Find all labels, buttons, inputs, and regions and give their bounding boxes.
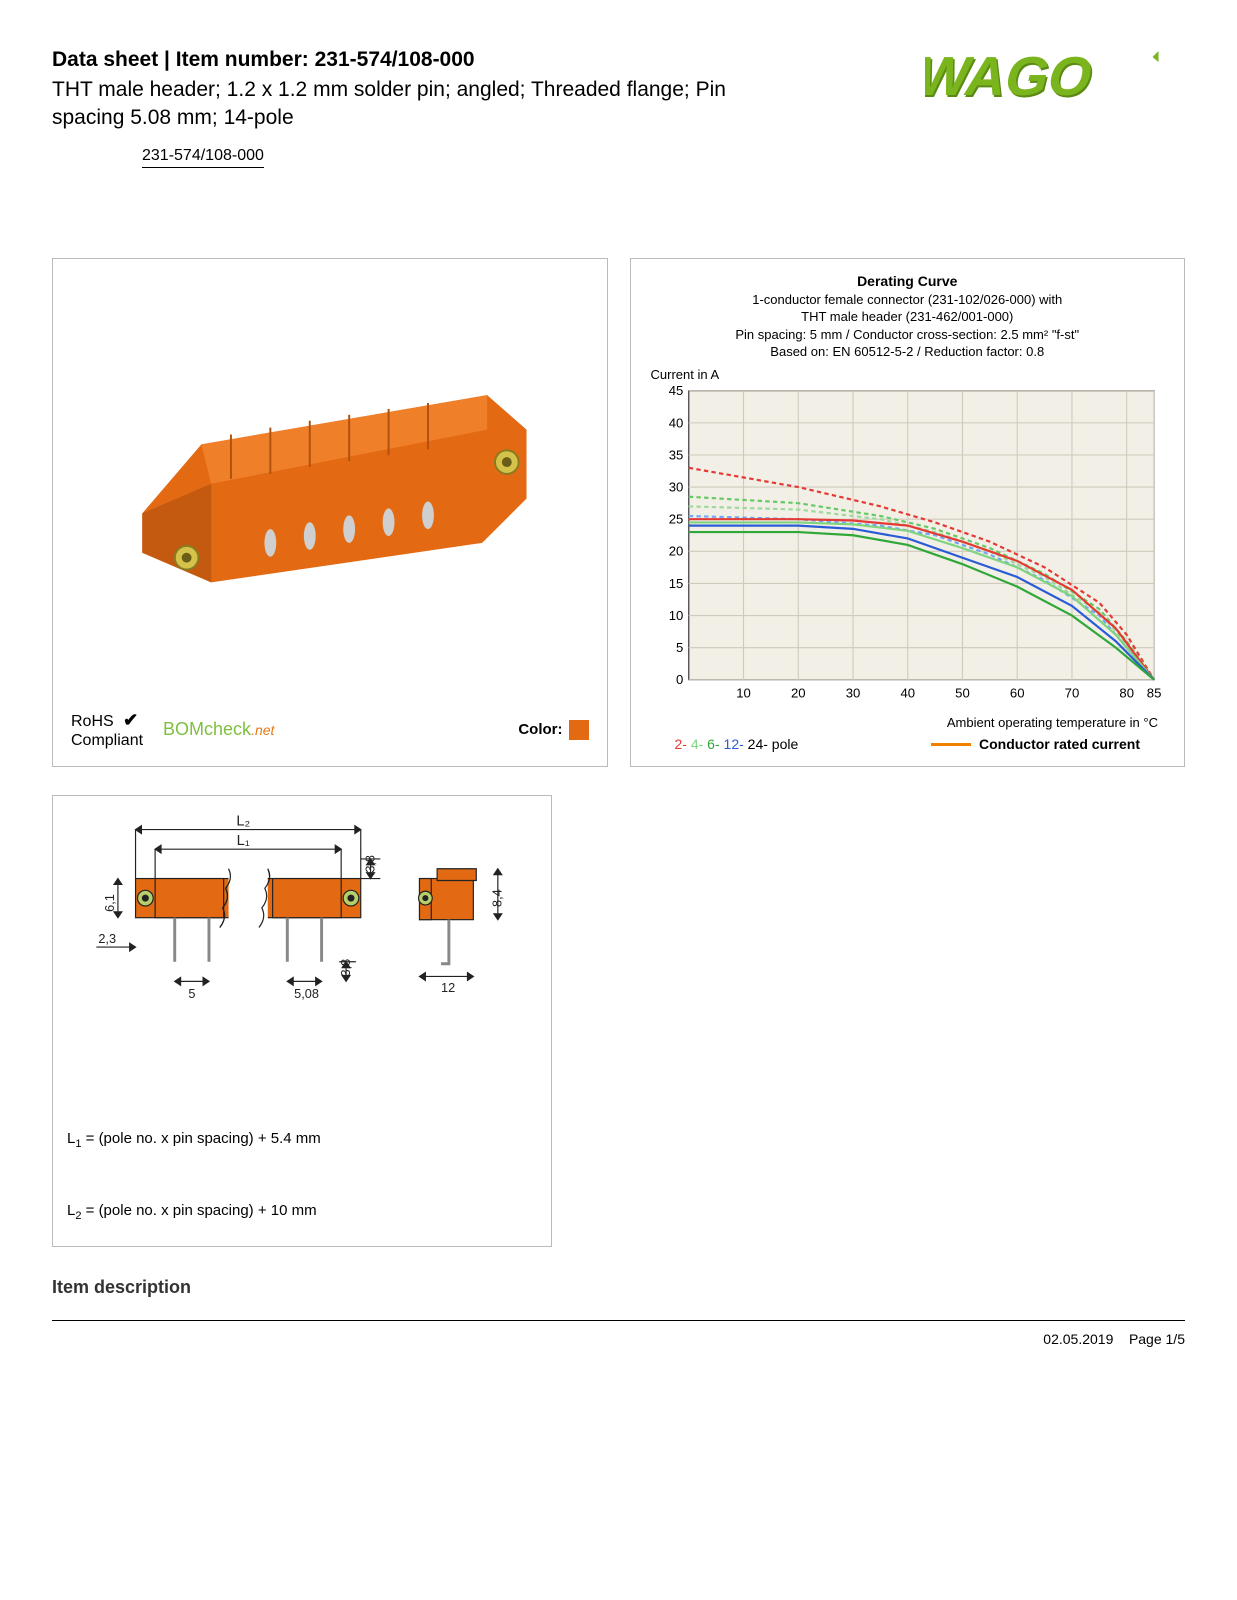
color-swatch — [569, 720, 589, 740]
subtitle: THT male header; 1.2 x 1.2 mm solder pin… — [52, 76, 772, 133]
chart-legend: 2- 4- 6- 12- 24- pole Conductor rated cu… — [645, 736, 1171, 752]
compliance-row: RoHS ✔ Compliant BOMcheck.net Color: — [67, 706, 593, 753]
chart-area: Current in A 0 5 10 15 20 25 30 35 40 45 10 20 30 40 5… — [645, 367, 1171, 730]
bomcheck-suffix: .net — [251, 722, 274, 738]
y-axis-label: Current in A — [651, 367, 1171, 382]
footer-date: 02.05.2019 — [1043, 1331, 1113, 1347]
f1-post: = (pole no. x pin spacing) + 5.4 mm — [81, 1130, 320, 1147]
bomcheck-text: BOMcheck — [163, 719, 251, 739]
svg-text:5: 5 — [676, 640, 683, 655]
title-prefix: Data sheet — [52, 48, 158, 71]
dimensions-row: L₂ L₁ — [52, 795, 1185, 1247]
legend-conductor-rated-current: Conductor rated current — [931, 736, 1140, 752]
svg-text:40: 40 — [900, 685, 915, 700]
svg-text:25: 25 — [668, 511, 683, 526]
svg-text:6,1: 6,1 — [102, 894, 117, 912]
svg-text:20: 20 — [790, 685, 805, 700]
header-text-block: Data sheet | Item number: 231-574/108-00… — [52, 48, 772, 168]
rohs-line1: RoHS — [71, 713, 114, 730]
svg-text:5,08: 5,08 — [294, 986, 319, 1001]
title-item-number: 231-574/108-000 — [315, 48, 475, 71]
svg-text:45: 45 — [668, 383, 683, 398]
product-panel: RoHS ✔ Compliant BOMcheck.net Color: — [52, 258, 608, 768]
svg-text:10: 10 — [668, 608, 683, 623]
svg-text:L₂: L₂ — [236, 814, 250, 830]
svg-text:20: 20 — [668, 544, 683, 559]
x-axis-label: Ambient operating temperature in °C — [645, 715, 1159, 730]
page-footer: 02.05.2019 Page 1/5 — [52, 1320, 1185, 1347]
dimensions-panel: L₂ L₁ — [52, 795, 552, 1247]
legend-poles: 2- 4- 6- 12- 24- pole — [675, 736, 799, 752]
f2-post: = (pole no. x pin spacing) + 10 mm — [81, 1202, 316, 1219]
color-label-text: Color: — [518, 721, 562, 738]
formula-L1: L1 = (pole no. x pin spacing) + 5.4 mm — [67, 1130, 537, 1150]
svg-text:3,8: 3,8 — [338, 959, 353, 977]
svg-text:35: 35 — [668, 447, 683, 462]
check-icon: ✔ — [118, 710, 138, 730]
bomcheck-logo: BOMcheck.net — [163, 719, 274, 740]
title-line: Data sheet | Item number: 231-574/108-00… — [52, 48, 772, 72]
svg-text:30: 30 — [845, 685, 860, 700]
derating-panel: Derating Curve 1-conductor female connec… — [630, 258, 1186, 768]
item-number-pill: 231-574/108-000 — [142, 147, 264, 168]
wago-logo: WAGO WAGO — [925, 48, 1185, 113]
svg-text:70: 70 — [1064, 685, 1079, 700]
title-item-label: Item number: — [176, 48, 309, 71]
svg-text:50: 50 — [955, 685, 970, 700]
svg-text:10: 10 — [736, 685, 751, 700]
svg-text:L₁: L₁ — [237, 834, 250, 850]
svg-text:30: 30 — [668, 479, 683, 494]
svg-text:2,3: 2,3 — [98, 931, 116, 946]
formula-L2: L2 = (pole no. x pin spacing) + 10 mm — [67, 1202, 537, 1222]
svg-text:0: 0 — [676, 672, 683, 687]
product-image — [67, 273, 593, 696]
panels-row: RoHS ✔ Compliant BOMcheck.net Color: Der… — [52, 258, 1185, 768]
crc-line-icon — [931, 743, 971, 746]
rohs-line2: Compliant — [71, 732, 143, 749]
dimensions-drawing: L₂ L₁ — [67, 810, 537, 1070]
chart-title: Derating Curve — [645, 273, 1171, 289]
footer-page: Page 1/5 — [1129, 1331, 1185, 1347]
color-indicator: Color: — [518, 720, 588, 740]
derating-chart: 0 5 10 15 20 25 30 35 40 45 10 20 30 40 50 60 70 80 85 — [645, 382, 1171, 710]
chart-desc: 1-conductor female connector (231-102/02… — [645, 291, 1171, 361]
svg-text:80: 80 — [1119, 685, 1134, 700]
svg-text:WAGO: WAGO — [925, 48, 1100, 107]
page-header: Data sheet | Item number: 231-574/108-00… — [52, 48, 1185, 168]
svg-text:5: 5 — [188, 986, 195, 1001]
svg-text:85: 85 — [1146, 685, 1161, 700]
svg-text:12: 12 — [441, 980, 455, 995]
rohs-label: RoHS ✔ Compliant — [71, 710, 143, 751]
title-sep: | — [158, 48, 176, 71]
svg-text:60: 60 — [1009, 685, 1024, 700]
svg-text:8,4: 8,4 — [490, 890, 505, 908]
svg-text:15: 15 — [668, 576, 683, 591]
svg-text:3,8: 3,8 — [362, 855, 377, 873]
svg-text:40: 40 — [668, 415, 683, 430]
crc-label: Conductor rated current — [979, 736, 1140, 752]
section-item-description: Item description — [52, 1277, 1185, 1298]
